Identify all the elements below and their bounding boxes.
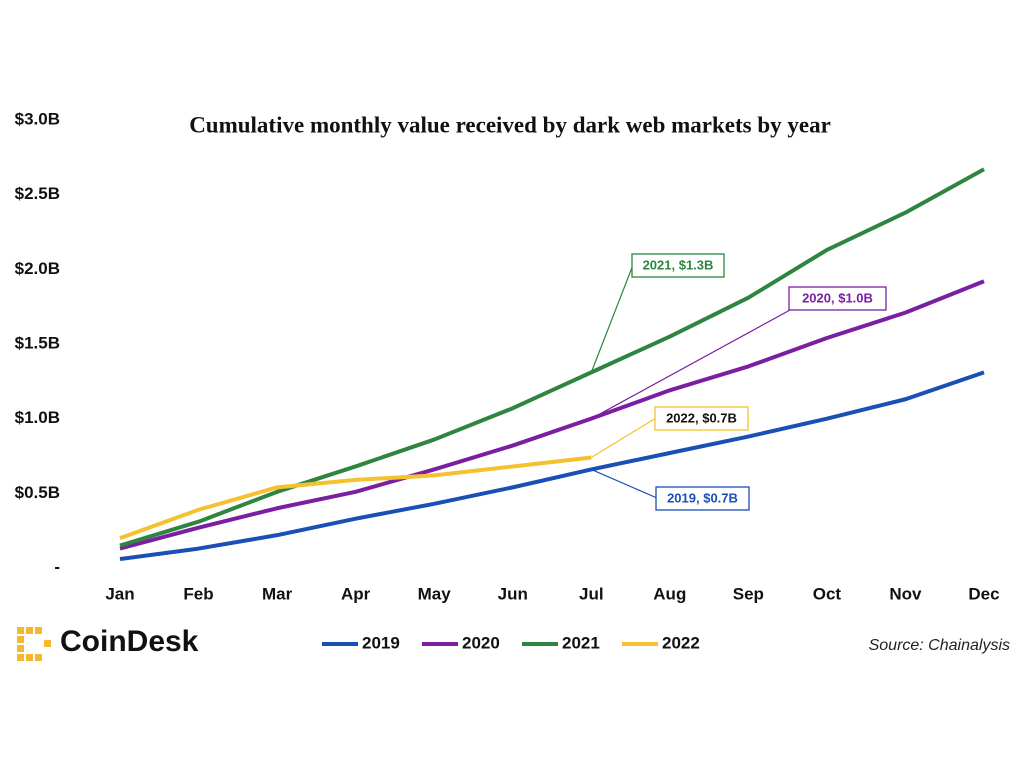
annotation-text: 2022, $0.7B: [666, 410, 737, 425]
x-tick-label: Nov: [889, 584, 922, 603]
x-tick-label: May: [418, 584, 452, 603]
y-tick-label: $1.0B: [15, 408, 60, 427]
annotation-leader: [590, 417, 657, 459]
annotation-leader: [591, 468, 658, 499]
y-tick-label: $2.0B: [15, 259, 60, 278]
annotation-leader: [590, 309, 791, 420]
annotation-text: 2021, $1.3B: [643, 257, 714, 272]
x-tick-label: Aug: [653, 584, 686, 603]
annotation-box: [631, 253, 725, 278]
y-tick-label: $3.0B: [15, 109, 60, 128]
legend-label: 2019: [362, 633, 400, 652]
chart-title: Cumulative monthly value received by dar…: [189, 112, 831, 137]
annotation-box: [788, 286, 887, 311]
x-tick-label: Jul: [579, 584, 604, 603]
y-tick-label: -: [54, 557, 60, 576]
source: Source: Chainalysis: [869, 637, 1010, 654]
annotation-text: 2020, $1.0B: [802, 290, 873, 305]
legend-label: 2022: [662, 633, 700, 652]
x-tick-label: Mar: [262, 584, 293, 603]
y-tick-label: $1.5B: [15, 333, 60, 352]
series-line: [119, 370, 985, 562]
series-line: [119, 167, 985, 548]
x-tick-label: Jun: [498, 584, 528, 603]
annotation-text: 2019, $0.7B: [667, 490, 738, 505]
legend-label: 2020: [462, 633, 500, 652]
x-tick-label: Apr: [341, 584, 371, 603]
logo-text: CoinDesk: [60, 625, 199, 658]
annotation-box: [654, 406, 749, 431]
series-line: [119, 455, 592, 541]
legend-label: 2021: [562, 633, 600, 652]
series-line: [119, 279, 985, 551]
x-tick-label: Jan: [105, 584, 134, 603]
x-tick-label: Oct: [813, 584, 842, 603]
logo-icon: [17, 627, 51, 661]
x-tick-label: Feb: [183, 584, 213, 603]
annotation-box: [655, 486, 750, 511]
annotation-leader: [590, 264, 634, 373]
x-tick-label: Dec: [968, 584, 999, 603]
y-tick-label: $2.5B: [15, 184, 60, 203]
y-tick-label: $0.5B: [15, 483, 60, 502]
x-tick-label: Sep: [733, 584, 764, 603]
